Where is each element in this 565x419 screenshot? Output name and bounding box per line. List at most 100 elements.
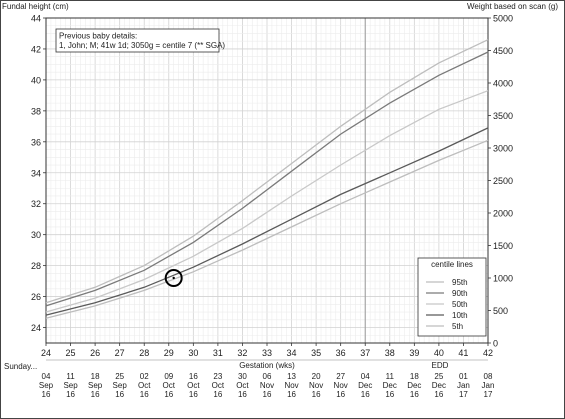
x-tick-label: 36 [336, 348, 346, 358]
date-year: 16 [238, 390, 247, 399]
x-tick-label: 27 [115, 348, 125, 358]
date-month: Nov [334, 381, 348, 390]
x-tick-label: 38 [385, 348, 395, 358]
y-left-tick-label: 24 [31, 323, 41, 333]
date-month: Nov [260, 381, 274, 390]
date-month: Oct [163, 381, 176, 390]
legend-label-95th: 95th [452, 278, 468, 287]
date-month: Dec [383, 381, 397, 390]
y-right-tick-label: 3000 [493, 144, 513, 154]
centile-line-50th [45, 90, 489, 313]
date-month: Sep [39, 381, 54, 390]
date-day: 23 [213, 372, 222, 381]
y-right-tick-label: 2000 [493, 209, 513, 219]
date-day: 04 [361, 372, 370, 381]
date-month: Sep [88, 381, 103, 390]
date-month: Jan [457, 381, 470, 390]
x-tick-label: 29 [164, 348, 174, 358]
date-year: 16 [361, 390, 370, 399]
legend-label-10th: 10th [452, 311, 468, 320]
date-year: 16 [42, 390, 51, 399]
legend-label-90th: 90th [452, 289, 468, 298]
y-left-tick-label: 40 [31, 75, 41, 85]
date-day: 11 [66, 372, 75, 381]
y-left-tick-label: 30 [31, 230, 41, 240]
y-left-tick-label: 26 [31, 292, 41, 302]
data-points [164, 269, 183, 287]
date-day: 16 [189, 372, 198, 381]
y-left-tick-label: 36 [31, 137, 41, 147]
y-right-axis-title: Weight based on scan (g) [467, 2, 558, 11]
info-box-line1: Previous baby details: [59, 32, 137, 41]
y-left-tick-label: 42 [31, 44, 41, 54]
x-axis-title: Gestation (wks) [239, 361, 295, 370]
x-tick-label: 40 [434, 348, 444, 358]
legend: centile lines 95th 90th 50th 10th 5th [417, 257, 487, 337]
centile-lines [45, 39, 489, 319]
edd-label: EDD [432, 361, 449, 370]
date-year: 17 [459, 390, 468, 399]
date-day: 18 [410, 372, 419, 381]
x-tick-label: 32 [237, 348, 247, 358]
date-day: 30 [238, 372, 247, 381]
y-right-tick-label: 3500 [493, 111, 513, 121]
date-axis: 04Sep1611Sep1618Sep1625Sep1602Oct1609Oct… [39, 359, 495, 399]
date-month: Dec [432, 381, 446, 390]
info-box-line2: 1, John; M; 41w 1d; 3050g = centile 7 (*… [59, 41, 225, 50]
x-tick-label: 39 [409, 348, 419, 358]
date-month: Oct [236, 381, 249, 390]
date-month: Dec [358, 381, 372, 390]
previous-baby-info-box: Previous baby details: 1, John; M; 41w 1… [55, 28, 225, 53]
date-year: 16 [410, 390, 419, 399]
date-year: 16 [312, 390, 321, 399]
date-day: 13 [287, 372, 296, 381]
date-year: 16 [91, 390, 100, 399]
measurement-point-ring [164, 269, 183, 287]
y-left-tick-label: 28 [31, 261, 41, 271]
legend-title: centile lines [431, 260, 473, 269]
date-day: 08 [484, 372, 493, 381]
date-year: 16 [189, 390, 198, 399]
date-month: Dec [407, 381, 421, 390]
y-right-tick-label: 4500 [493, 46, 513, 56]
date-year: 16 [385, 390, 394, 399]
date-year: 16 [115, 390, 124, 399]
y-left-tick-label: 44 [31, 14, 41, 24]
legend-label-5th: 5th [452, 322, 463, 331]
legend-label-50th: 50th [452, 300, 468, 309]
y-left-tick-label: 34 [31, 168, 41, 178]
y-right-tick-label: 1500 [493, 241, 513, 251]
centile-line-10th [45, 127, 489, 316]
y-left-tick-label: 38 [31, 106, 41, 116]
date-day: 25 [434, 372, 443, 381]
date-year: 17 [484, 390, 493, 399]
x-tick-label: 30 [188, 348, 198, 358]
date-year: 16 [336, 390, 345, 399]
date-start-label: Sunday... [4, 362, 37, 371]
date-month: Sep [113, 381, 128, 390]
date-year: 16 [140, 390, 149, 399]
y-right-tick-label: 0 [493, 339, 498, 349]
y-left-tick-label: 32 [31, 199, 41, 209]
centile-line-95th [45, 39, 489, 304]
date-day: 20 [312, 372, 321, 381]
x-tick-label: 26 [90, 348, 100, 358]
date-day: 25 [115, 372, 124, 381]
x-tick-label: 33 [262, 348, 272, 358]
x-tick-label: 24 [41, 348, 51, 358]
date-year: 16 [287, 390, 296, 399]
y-left-tick-labels: 24 26 28 30 32 34 36 38 40 42 44 [31, 14, 46, 333]
date-month: Oct [187, 381, 200, 390]
date-month: Jan [482, 381, 495, 390]
date-day: 04 [42, 372, 51, 381]
x-tick-label: 25 [66, 348, 76, 358]
y-right-tick-label: 500 [493, 306, 508, 316]
date-day: 11 [386, 372, 395, 381]
x-tick-label: 28 [139, 348, 149, 358]
date-year: 16 [434, 390, 443, 399]
y-right-tick-label: 5000 [493, 14, 513, 24]
date-month: Nov [309, 381, 323, 390]
date-month: Oct [138, 381, 151, 390]
date-day: 18 [91, 372, 100, 381]
